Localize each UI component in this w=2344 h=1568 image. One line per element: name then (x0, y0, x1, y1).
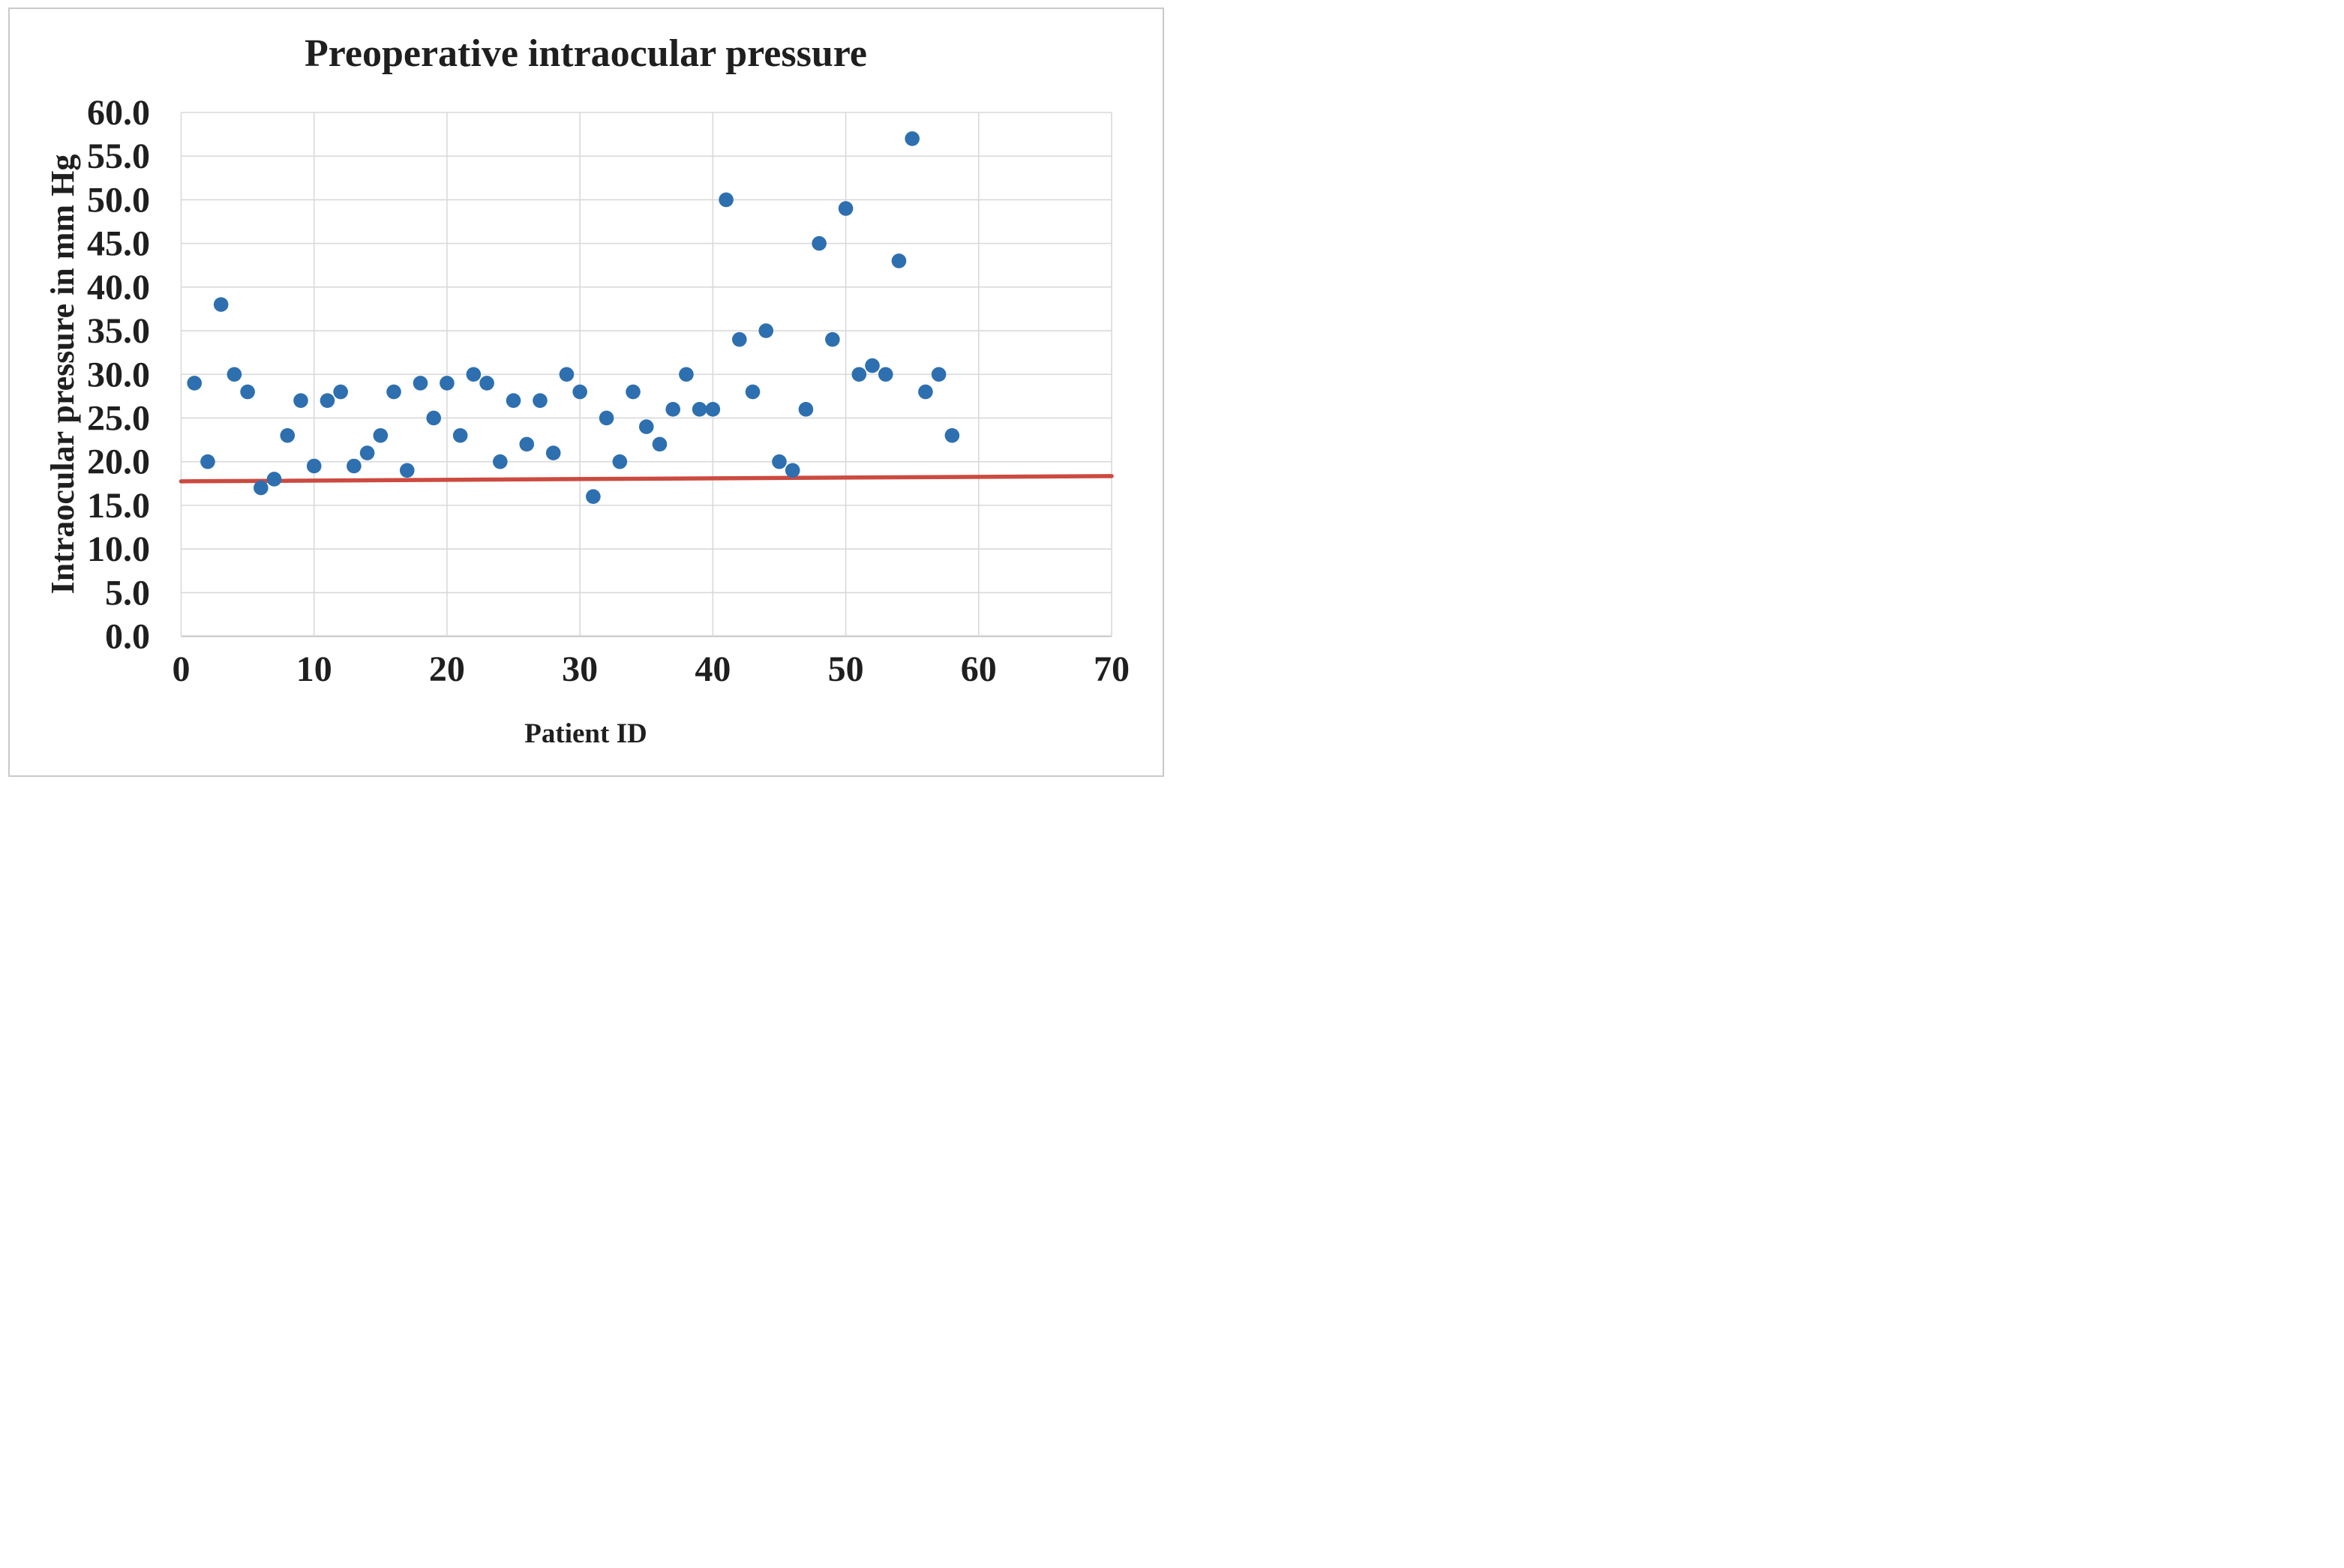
data-point (626, 384, 641, 400)
data-point (479, 376, 494, 391)
data-point (293, 393, 308, 408)
data-point (333, 384, 348, 400)
y-tick-label: 20.0 (87, 442, 150, 482)
y-tick-label: 40.0 (87, 268, 150, 307)
y-tick-label: 50.0 (87, 180, 150, 220)
chart-figure: 0.0 5.0 10.0 15.0 20.0 25.0 30.0 35.0 40.0 45.0 50… (0, 0, 1172, 784)
data-point (652, 436, 668, 452)
data-point (254, 480, 269, 496)
data-point (452, 427, 468, 443)
data-point (347, 458, 362, 474)
y-tick-label: 0.0 (105, 617, 150, 657)
y-tick-label: 10.0 (87, 529, 150, 569)
data-point (493, 454, 508, 469)
data-point (705, 402, 721, 417)
y-tick-label: 60.0 (87, 93, 150, 133)
data-point (732, 331, 747, 347)
data-point (280, 427, 296, 443)
x-tick-labels: 0 10 20 30 40 50 60 70 (173, 649, 1130, 689)
data-point (665, 402, 680, 417)
data-point (931, 367, 947, 382)
data-point (426, 410, 442, 426)
data-point (533, 393, 548, 408)
data-point (359, 445, 375, 460)
x-tick-label: 10 (296, 649, 332, 689)
scatter-chart-svg: 0.05.010.015.020.025.030.035.040.045.050… (44, 32, 1130, 749)
data-point (266, 472, 282, 487)
y-tick-label: 35.0 (87, 311, 150, 351)
data-point (612, 454, 628, 469)
gridlines-x (180, 112, 1112, 637)
chart-title: Preoperative intraocular pressure (305, 32, 867, 75)
reference-line (179, 474, 1114, 484)
x-tick-label: 50 (828, 649, 864, 689)
data-point (320, 393, 335, 408)
data-points (187, 131, 960, 505)
data-point (851, 367, 867, 382)
data-point (745, 384, 761, 400)
data-point (905, 131, 920, 146)
x-tick-label: 0 (173, 649, 191, 689)
data-point (466, 367, 482, 382)
y-tick-label: 25.0 (87, 398, 150, 438)
data-point (506, 393, 521, 408)
data-point (572, 384, 587, 400)
y-tick-label: 15.0 (87, 486, 150, 526)
data-point (413, 376, 428, 391)
data-point (838, 201, 854, 216)
data-point (772, 454, 787, 469)
data-point (692, 402, 707, 417)
data-point (545, 445, 561, 460)
y-tick-label: 45.0 (87, 224, 150, 264)
y-tick-label: 55.0 (87, 136, 150, 176)
x-tick-label: 60 (961, 649, 997, 689)
data-point (599, 410, 614, 426)
x-axis-title: Patient ID (524, 718, 647, 749)
data-point (200, 454, 215, 469)
data-point (586, 489, 601, 505)
data-point (399, 463, 415, 478)
y-tick-labels: 0.05.010.015.020.025.0 30.0 35.0 40.0 45.050… (87, 93, 150, 657)
x-tick-label: 30 (562, 649, 598, 689)
data-point (758, 323, 774, 338)
y-tick-label: 30.0 (87, 355, 150, 394)
data-point (306, 458, 322, 474)
data-point (812, 235, 827, 251)
data-point (798, 402, 814, 417)
data-point (918, 384, 933, 400)
data-point (240, 384, 255, 400)
data-point (638, 419, 654, 434)
gridlines-y (181, 112, 1112, 637)
y-tick-label: 5.0 (105, 573, 150, 613)
data-point (559, 367, 575, 382)
x-tick-label: 40 (695, 649, 731, 689)
y-axis-title: Intraocular pressure in mm Hg (44, 154, 81, 595)
data-point (891, 253, 907, 268)
data-point (440, 376, 455, 391)
data-point (679, 367, 694, 382)
data-point (187, 376, 203, 391)
data-point (825, 331, 840, 347)
data-point (785, 463, 800, 478)
x-tick-label: 70 (1094, 649, 1130, 689)
data-point (865, 358, 880, 373)
data-point (944, 427, 960, 443)
data-point (719, 192, 734, 208)
data-point (878, 367, 893, 382)
data-point (373, 427, 389, 443)
data-point (519, 436, 535, 452)
x-tick-label: 20 (429, 649, 465, 689)
data-point (386, 384, 401, 400)
data-point (213, 297, 229, 312)
data-point (227, 367, 242, 382)
